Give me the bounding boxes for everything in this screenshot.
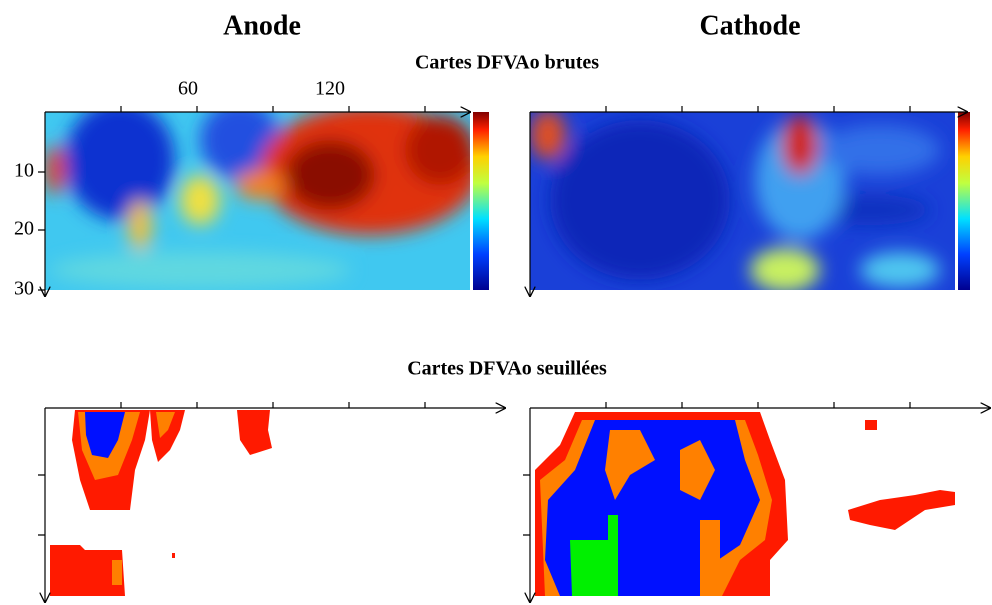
ticks: [38, 402, 911, 536]
x-tick-label: 120: [315, 78, 345, 100]
heatmap-anode: [45, 112, 470, 290]
colorbar: [473, 112, 489, 290]
threshold-cathode: [535, 412, 955, 596]
y-tick-label: 10: [14, 160, 34, 182]
colorbar: [958, 112, 970, 290]
threshold-anode: [50, 410, 272, 596]
y-tick-label: 20: [14, 218, 34, 240]
row-title: Cartes DFVAo brutes: [415, 52, 599, 74]
row-title: Cartes DFVAo seuillées: [407, 358, 607, 380]
column-title: Anode: [223, 10, 301, 41]
heatmap-cathode: [530, 112, 955, 290]
y-tick-label: 30: [14, 278, 34, 300]
x-tick-label: 60: [178, 78, 198, 100]
ticks: [38, 106, 911, 291]
column-title: Cathode: [699, 10, 800, 41]
